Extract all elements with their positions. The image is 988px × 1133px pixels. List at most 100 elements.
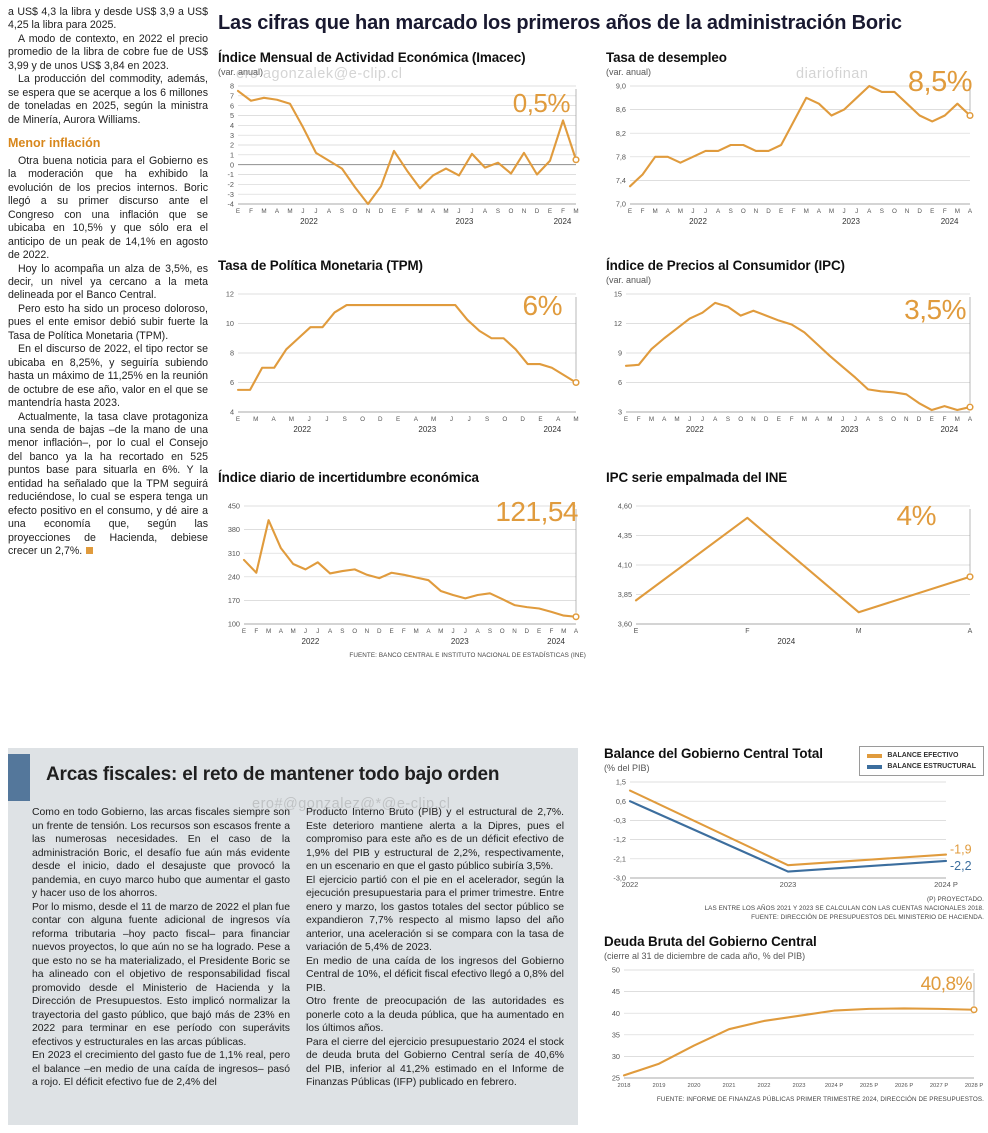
svg-text:S: S xyxy=(485,416,489,423)
svg-text:7,0: 7,0 xyxy=(616,200,626,209)
article-paragraph: Como en todo Gobierno, las arcas fiscale… xyxy=(32,807,290,900)
svg-text:A: A xyxy=(866,416,871,423)
chart-title: Índice Mensual de Actividad Económica (I… xyxy=(218,50,526,65)
svg-text:2024 P: 2024 P xyxy=(825,1083,844,1089)
chart-subtitle: (var. anual) xyxy=(606,67,652,77)
svg-text:J: J xyxy=(691,208,694,215)
chart-footnote: (P) PROYECTADO. xyxy=(926,896,984,903)
article-paragraph: Producto Interno Bruto (PIB) y el estruc… xyxy=(306,807,564,873)
svg-text:M: M xyxy=(955,208,960,215)
svg-text:15: 15 xyxy=(614,290,622,299)
fiscal-column-right: Producto Interno Bruto (PIB) y el estruc… xyxy=(306,806,564,1090)
article-paragraph: El ejercicio partió con el pie en el ace… xyxy=(306,874,564,954)
svg-text:8: 8 xyxy=(230,349,234,358)
svg-text:J: J xyxy=(841,416,844,423)
svg-text:D: D xyxy=(520,416,525,423)
chart-highlight-value: 40,8% xyxy=(920,974,973,995)
svg-text:6: 6 xyxy=(230,378,234,387)
chart-title: Tasa de desempleo xyxy=(606,50,727,65)
svg-text:S: S xyxy=(340,208,344,215)
svg-text:M: M xyxy=(674,416,679,423)
svg-text:4,10: 4,10 xyxy=(618,561,632,570)
svg-text:M: M xyxy=(573,416,578,423)
svg-text:S: S xyxy=(729,208,733,215)
svg-text:M: M xyxy=(417,208,422,215)
svg-text:6: 6 xyxy=(230,101,234,110)
svg-text:D: D xyxy=(766,208,771,215)
svg-text:O: O xyxy=(509,208,514,215)
article-paragraph: En 2023 el crecimiento del gasto fue de … xyxy=(32,1050,290,1089)
svg-text:O: O xyxy=(738,416,743,423)
svg-text:E: E xyxy=(930,416,934,423)
svg-text:9,0: 9,0 xyxy=(616,82,626,91)
svg-text:A: A xyxy=(666,208,671,215)
svg-text:A: A xyxy=(476,628,481,635)
svg-text:450: 450 xyxy=(228,502,240,511)
svg-text:2: 2 xyxy=(230,141,234,150)
svg-text:J: J xyxy=(464,628,467,635)
svg-text:F: F xyxy=(637,416,641,423)
svg-text:O: O xyxy=(502,416,507,423)
svg-text:A: A xyxy=(414,416,419,423)
svg-text:S: S xyxy=(343,416,347,423)
svg-text:E: E xyxy=(242,628,246,635)
svg-text:N: N xyxy=(754,208,759,215)
svg-text:2024: 2024 xyxy=(547,637,565,646)
svg-text:30: 30 xyxy=(612,1052,620,1061)
svg-text:F: F xyxy=(745,628,749,635)
svg-text:E: E xyxy=(236,416,240,423)
incertidumbre-line-chart: 450 380 310 240 170 100 E F M A M J J A S O N D E F M A M J J A S O… xyxy=(218,500,586,650)
chart-subtitle: (var. anual) xyxy=(606,275,652,285)
svg-text:2021: 2021 xyxy=(723,1083,736,1089)
svg-text:310: 310 xyxy=(228,549,240,558)
svg-text:N: N xyxy=(366,208,371,215)
svg-text:M: M xyxy=(431,416,436,423)
svg-text:S: S xyxy=(340,628,344,635)
svg-text:240: 240 xyxy=(228,572,240,581)
svg-text:J: J xyxy=(457,208,460,215)
fiscal-column-left: Como en todo Gobierno, las arcas fiscale… xyxy=(32,806,290,1090)
svg-text:2022: 2022 xyxy=(300,217,318,226)
svg-text:M: M xyxy=(856,628,862,635)
balance-line-chart: 1,5 0,6 -0,3 -1,2 -2,1 -3,0 2022 2023 2024 P -1,9… xyxy=(604,776,984,894)
svg-text:A: A xyxy=(556,416,561,423)
desempleo-line-chart: 9,0 8,6 8,2 7,8 7,4 7,0 E F M A M J J A S O N D E F M A M J J A S O… xyxy=(606,80,980,230)
article-paragraph: Otro frente de preocupación de las autor… xyxy=(306,996,564,1035)
svg-text:F: F xyxy=(402,628,406,635)
article-paragraph: Hoy lo acompaña un alza de 3,5%, es deci… xyxy=(8,262,208,302)
legend-label: BALANCE EFECTIVO xyxy=(887,752,959,759)
svg-text:2025 P: 2025 P xyxy=(860,1083,879,1089)
svg-text:M: M xyxy=(287,208,292,215)
svg-text:A: A xyxy=(968,208,973,215)
svg-text:2023: 2023 xyxy=(793,1083,806,1089)
svg-text:E: E xyxy=(624,416,628,423)
svg-text:-2,1: -2,1 xyxy=(613,854,626,863)
article-paragraph: La producción del commodity, además, se … xyxy=(8,73,208,126)
svg-text:7,4: 7,4 xyxy=(616,176,626,185)
svg-text:O: O xyxy=(352,628,357,635)
svg-text:4: 4 xyxy=(230,408,234,417)
svg-text:M: M xyxy=(653,208,658,215)
svg-text:2024: 2024 xyxy=(554,217,572,226)
chart-subtitle: (% del PIB) xyxy=(604,763,650,773)
svg-text:J: J xyxy=(701,416,704,423)
chart-card-imacec: Índice Mensual de Actividad Económica (I… xyxy=(218,50,586,230)
tpm-line-chart: 12 10 8 6 4 E M A M J J S O D E A M J J S O D E A M 2022 2023 2024 xyxy=(218,288,586,438)
svg-text:8: 8 xyxy=(230,82,234,91)
svg-text:-4: -4 xyxy=(228,200,235,209)
svg-text:6: 6 xyxy=(618,378,622,387)
chart-card-tpm: Tasa de Política Monetaria (TPM) 12 10 8 6 4… xyxy=(218,258,586,438)
svg-text:E: E xyxy=(538,416,542,423)
svg-text:M: M xyxy=(253,416,258,423)
svg-text:D: D xyxy=(378,416,383,423)
svg-text:M: M xyxy=(266,628,271,635)
svg-text:3: 3 xyxy=(230,131,234,140)
svg-text:O: O xyxy=(500,628,505,635)
svg-text:A: A xyxy=(431,208,436,215)
svg-text:2022: 2022 xyxy=(689,217,707,226)
svg-text:E: E xyxy=(930,208,934,215)
svg-text:3: 3 xyxy=(618,408,622,417)
svg-text:N: N xyxy=(522,208,527,215)
svg-text:2022: 2022 xyxy=(758,1083,771,1089)
svg-text:D: D xyxy=(535,208,540,215)
